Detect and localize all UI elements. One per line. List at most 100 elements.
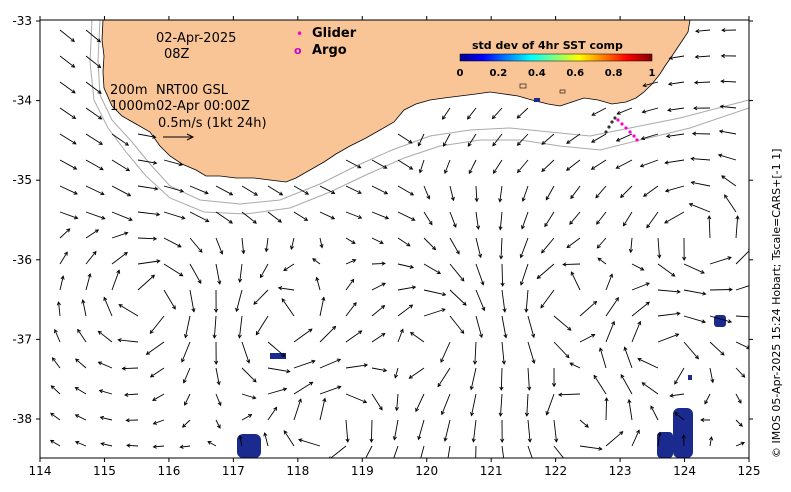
current-vector	[238, 434, 243, 447]
x-tick-label: 122	[544, 464, 567, 478]
current-vector	[207, 441, 217, 447]
current-vector	[397, 304, 414, 317]
current-vector	[720, 53, 737, 58]
current-vector	[312, 258, 321, 265]
current-vector	[99, 415, 113, 421]
current-vector	[683, 289, 707, 296]
current-vector	[557, 392, 581, 397]
current-vector	[492, 133, 503, 147]
y-tick-label: -36	[12, 253, 32, 267]
x-tick-label: 121	[480, 464, 503, 478]
current-vector	[397, 263, 415, 269]
current-vector	[241, 341, 251, 364]
colorbar-ticks: 0 0.2 0.4 0.6 0.8 1	[457, 68, 656, 79]
current-vector	[293, 359, 316, 369]
glider-marker: •	[296, 27, 303, 41]
current-vector	[59, 185, 78, 195]
current-vector	[669, 393, 685, 398]
current-vector	[595, 185, 607, 199]
current-vector	[365, 445, 373, 458]
current-vector	[182, 367, 191, 384]
current-vector	[605, 297, 619, 317]
current-vector	[212, 315, 217, 339]
sst-patches	[237, 98, 726, 458]
colorbar-tick-label: 0.2	[490, 68, 508, 79]
current-vector	[527, 419, 532, 443]
current-vector	[735, 285, 749, 291]
current-vector	[163, 237, 182, 248]
y-axis: -33 -34 -35 -36 -37 -38	[12, 14, 753, 426]
current-vector	[631, 301, 650, 317]
current-vector	[500, 419, 505, 443]
current-vector	[683, 263, 705, 274]
current-vector	[553, 419, 559, 443]
colorbar-tick-label: 1	[649, 68, 656, 79]
current-vector	[420, 445, 425, 458]
current-vector	[345, 185, 362, 194]
current-vector	[371, 211, 390, 220]
current-vector	[371, 305, 386, 317]
current-vector	[260, 263, 269, 279]
current-vector	[111, 185, 132, 197]
current-vector	[85, 229, 100, 239]
current-vector	[163, 211, 186, 220]
current-vector	[59, 81, 76, 94]
current-vector	[124, 392, 139, 397]
scale-arrow	[163, 133, 195, 141]
current-vector	[570, 271, 581, 291]
current-vector	[59, 211, 79, 220]
current-vector	[721, 175, 737, 187]
current-vector	[657, 333, 680, 343]
current-vector	[293, 211, 309, 221]
current-vector	[293, 185, 310, 195]
map-date: 02-Apr-2025	[156, 31, 236, 46]
current-vector	[97, 330, 113, 343]
current-vector	[499, 367, 504, 391]
current-vector	[85, 211, 106, 220]
current-vector	[620, 374, 633, 395]
current-vector	[500, 263, 505, 287]
depth-contour-label: 1000m	[110, 99, 156, 114]
current-vector	[631, 263, 645, 271]
current-vector	[371, 393, 383, 411]
x-axis: 114 115 116 117 118 119 120 121 122 123 124 125	[29, 16, 760, 478]
current-vector	[50, 385, 61, 395]
current-vector	[319, 211, 336, 220]
current-vector	[709, 315, 733, 324]
current-vector	[674, 412, 685, 421]
current-vector	[590, 159, 607, 170]
current-vector	[718, 129, 737, 135]
current-vector	[397, 237, 411, 247]
current-vector	[604, 397, 609, 421]
current-vector	[255, 315, 269, 336]
current-vector	[293, 381, 314, 395]
current-vector	[182, 419, 191, 428]
depth-note: 200m	[110, 83, 147, 98]
current-vector	[735, 441, 746, 447]
product-label: NRT00 GSL	[156, 83, 229, 98]
current-vector	[545, 185, 555, 201]
current-vector	[59, 159, 78, 170]
current-vector	[111, 269, 121, 291]
current-vector	[700, 417, 711, 423]
current-vector	[345, 237, 356, 244]
current-vector	[491, 107, 503, 120]
current-vector	[628, 237, 633, 254]
current-vector	[189, 237, 203, 253]
current-vector	[189, 211, 210, 223]
current-vector	[281, 298, 295, 317]
current-vector	[283, 430, 295, 447]
current-vector	[85, 107, 103, 120]
current-vector	[137, 259, 161, 265]
current-vector	[214, 341, 219, 365]
current-vector	[118, 304, 139, 317]
current-vector	[241, 393, 257, 400]
current-vector	[215, 419, 221, 429]
current-vector	[397, 328, 404, 343]
current-vector	[74, 386, 87, 395]
current-vector	[541, 237, 555, 254]
current-vector	[724, 194, 737, 213]
current-vector	[593, 374, 607, 395]
current-vector	[579, 419, 589, 428]
current-vector	[721, 28, 737, 33]
